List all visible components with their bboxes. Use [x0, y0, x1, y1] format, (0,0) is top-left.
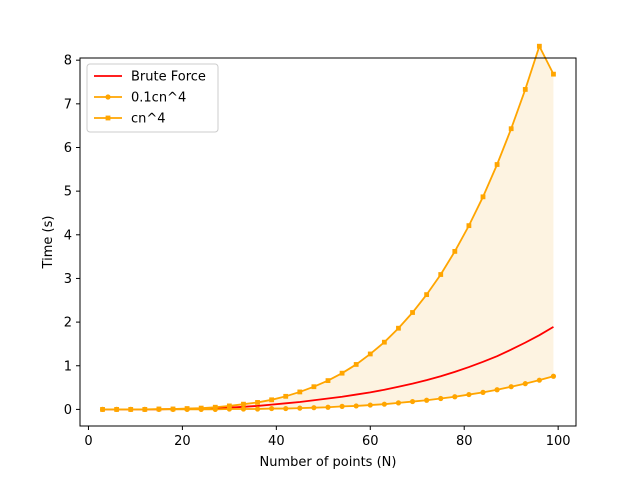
x-axis-label: Number of points (N)	[260, 455, 397, 470]
legend-entry: Brute Force	[94, 70, 206, 85]
data-point	[212, 404, 218, 410]
legend: Brute Force 0.1cn^4 cn^4	[86, 63, 219, 133]
data-point	[311, 384, 317, 390]
data-point	[381, 401, 387, 407]
y-axis-ticks: 0 1 2 3 4 5 6 7 8	[64, 54, 80, 418]
data-point	[283, 405, 289, 412]
data-point	[508, 126, 514, 132]
data-point	[508, 384, 514, 390]
x-tick-label: 40	[268, 434, 285, 449]
data-point	[325, 378, 331, 384]
data-point	[254, 406, 261, 412]
shaded-region	[102, 46, 554, 410]
legend-label: cn^4	[131, 112, 166, 127]
data-point	[494, 162, 500, 167]
data-point	[536, 43, 542, 49]
legend-marker	[105, 94, 111, 100]
data-point	[480, 194, 486, 200]
series-layer	[99, 43, 557, 413]
data-point	[255, 400, 260, 405]
legend-label: Brute Force	[131, 70, 206, 85]
data-point	[226, 403, 232, 409]
data-point	[353, 362, 359, 367]
legend-entry: cn^4	[94, 112, 166, 127]
y-tick-label: 2	[64, 316, 72, 331]
data-point	[550, 373, 557, 379]
data-point	[452, 394, 458, 400]
data-point	[297, 405, 303, 411]
x-tick-label: 20	[174, 434, 191, 449]
plot-frame	[79, 57, 577, 427]
data-point	[240, 406, 247, 412]
data-point	[170, 406, 176, 412]
y-tick-label: 5	[64, 185, 72, 200]
legend-entries: Brute Force 0.1cn^4 cn^4	[94, 70, 206, 127]
y-tick-label: 1	[64, 359, 72, 374]
data-point	[466, 223, 472, 229]
data-point	[100, 407, 105, 412]
data-point	[156, 406, 162, 412]
data-point	[339, 403, 345, 409]
data-point	[438, 272, 444, 277]
y-tick-label: 6	[64, 141, 72, 156]
data-point	[114, 407, 120, 412]
y-tick-label: 7	[64, 97, 72, 112]
data-point	[142, 407, 148, 412]
data-point	[410, 310, 415, 315]
legend-entry: 0.1cn^4	[94, 91, 186, 106]
x-tick-label: 0	[84, 434, 92, 449]
data-point	[297, 389, 303, 395]
legend-label: 0.1cn^4	[131, 91, 186, 106]
data-point	[551, 71, 556, 77]
x-axis-ticks: 0 20 40 60 80 100	[84, 426, 571, 449]
data-point	[424, 292, 430, 298]
data-point	[396, 325, 401, 331]
data-point	[367, 351, 373, 357]
y-axis-label: Time (s)	[41, 216, 56, 270]
data-point	[367, 402, 373, 408]
data-point	[522, 381, 528, 387]
data-point	[241, 401, 246, 407]
data-point	[269, 405, 275, 412]
data-point	[480, 389, 486, 395]
x-tick-label: 100	[546, 434, 571, 449]
data-point	[395, 400, 402, 406]
data-point	[269, 397, 275, 403]
data-point	[466, 391, 472, 398]
series-2	[100, 43, 556, 412]
data-point	[339, 370, 345, 376]
data-point	[536, 377, 542, 383]
legend-box	[86, 63, 219, 133]
data-point	[311, 405, 317, 411]
data-point	[452, 248, 458, 254]
y-tick-label: 3	[64, 272, 72, 287]
data-point	[198, 405, 204, 411]
x-tick-label: 60	[362, 434, 379, 449]
data-point	[381, 339, 387, 345]
data-point	[325, 404, 331, 410]
y-tick-label: 0	[64, 403, 72, 418]
data-point	[283, 393, 289, 399]
y-tick-label: 8	[64, 54, 72, 69]
data-point	[438, 395, 444, 402]
data-point	[522, 87, 528, 92]
legend-marker	[105, 115, 111, 121]
data-point	[409, 398, 416, 405]
data-point	[184, 406, 190, 411]
shaded-region-layer	[102, 46, 554, 410]
data-point	[128, 407, 134, 412]
x-tick-label: 80	[456, 434, 473, 449]
data-point	[494, 387, 500, 393]
data-point	[424, 397, 430, 403]
y-tick-label: 4	[64, 228, 72, 243]
data-point	[353, 403, 359, 409]
